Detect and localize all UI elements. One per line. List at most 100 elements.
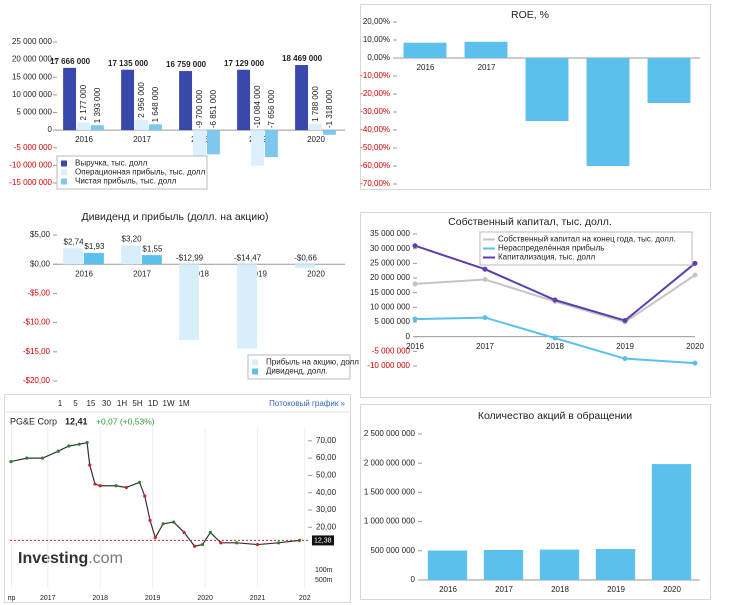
y-tick-label: 0 xyxy=(411,575,416,584)
period-button[interactable]: 1 xyxy=(58,399,63,408)
data-label: 17 666 000 xyxy=(50,57,91,66)
period-button[interactable]: 30 xyxy=(102,399,111,408)
y-tick-label: 25 000 000 xyxy=(12,37,53,46)
y-tick-label: -10,00% xyxy=(360,71,390,80)
candle xyxy=(276,541,281,545)
chart-title: ROE, % xyxy=(511,9,549,21)
legend-swatch xyxy=(61,169,67,176)
x-tick-label: 2021 xyxy=(250,595,266,602)
volume-label: 500m xyxy=(315,577,333,584)
legend-label: Выручка, тыс. долл xyxy=(75,159,148,168)
candle xyxy=(219,541,223,545)
x-tick-label: пр xyxy=(8,595,16,602)
point xyxy=(412,243,418,249)
bar xyxy=(403,42,447,58)
point xyxy=(482,276,488,282)
bar xyxy=(251,130,264,166)
data-label: -1 318 000 xyxy=(325,89,334,128)
y-tick-label: $5,00 xyxy=(30,230,51,239)
y-tick-label: -5 000 000 xyxy=(14,143,53,152)
candle xyxy=(234,541,239,545)
bar xyxy=(651,464,692,580)
period-button[interactable]: 1M xyxy=(178,399,189,408)
y-tick-label: 20 000 000 xyxy=(370,273,411,282)
x-tick-label: 2018 xyxy=(191,269,209,278)
legend-swatch xyxy=(252,359,258,366)
period-button[interactable]: 5H xyxy=(132,399,142,408)
x-tick-label: 2019 xyxy=(616,342,634,351)
candle xyxy=(88,463,92,467)
data-label: -7 656 000 xyxy=(267,89,276,128)
bar xyxy=(148,124,162,131)
stream-link[interactable]: Потоковый график » xyxy=(269,399,345,408)
period-bar: 1 5 15 30 1H 5H 1D 1W 1M xyxy=(58,399,190,408)
point xyxy=(552,335,558,341)
y-tick-label: 5 000 000 xyxy=(374,317,410,326)
period-button[interactable]: 5 xyxy=(73,399,78,408)
candle xyxy=(85,440,89,445)
bar xyxy=(264,130,278,158)
price: 12,41 xyxy=(65,416,88,426)
candle xyxy=(77,442,81,446)
y-tick-label: 0 xyxy=(48,125,53,134)
y-tick-label: 0 xyxy=(406,332,411,341)
candle xyxy=(114,484,118,488)
y-tick-label: -$10,00 xyxy=(23,318,51,327)
last-price-box xyxy=(312,535,334,546)
candle xyxy=(172,520,176,524)
brand-main: Investing xyxy=(18,550,88,567)
bar xyxy=(295,65,309,131)
point xyxy=(552,297,558,303)
data-label: 18 469 000 xyxy=(282,54,323,63)
x-tick-label: 2016 xyxy=(75,269,93,278)
period-button[interactable]: 1H xyxy=(117,399,127,408)
bar xyxy=(322,130,336,135)
last-price-label: 12,38 xyxy=(314,537,332,544)
period-button[interactable]: 15 xyxy=(87,399,96,408)
candle xyxy=(182,530,186,535)
y-tick-label: -$5,00 xyxy=(27,289,50,298)
candle xyxy=(137,480,142,484)
bar xyxy=(121,69,135,131)
point xyxy=(692,360,698,366)
legend-swatch xyxy=(61,178,67,185)
point xyxy=(692,260,698,266)
x-tick-label: 2020 xyxy=(686,342,704,351)
data-label: -$12,99 xyxy=(176,253,204,262)
data-label: $1,55 xyxy=(142,244,163,253)
x-tick-label: 2017 xyxy=(133,269,151,278)
candle xyxy=(25,456,29,460)
panel xyxy=(360,4,711,190)
y-tick-label: -10 000 000 xyxy=(9,160,52,169)
bar xyxy=(427,550,468,580)
legend-label: Нераспределённая прибыль xyxy=(498,244,604,253)
period-button[interactable]: 1D xyxy=(148,399,158,408)
x-tick-label: 2017 xyxy=(133,135,151,144)
x-tick-label: 2020 xyxy=(197,595,213,602)
x-tick-label: 202 xyxy=(299,595,311,602)
point xyxy=(622,318,628,324)
y-tick-label: 30 000 000 xyxy=(370,244,411,253)
x-tick-label: 2018 xyxy=(92,595,108,602)
y-tick-label: 2 000 000 000 xyxy=(364,458,416,467)
data-label: 17 135 000 xyxy=(108,59,149,68)
data-label: 1 393 000 xyxy=(93,87,102,123)
x-tick-label: 2017 xyxy=(478,63,496,72)
x-tick-label: 2016 xyxy=(75,135,93,144)
bar xyxy=(90,125,104,131)
x-tick-label: 2019 xyxy=(145,595,161,602)
data-label: $1,93 xyxy=(84,242,105,251)
y-tick-label: 20,00 xyxy=(316,522,337,531)
bar xyxy=(237,264,257,349)
point xyxy=(482,266,488,272)
bar xyxy=(295,264,315,269)
y-tick-label: 5 000 000 xyxy=(16,108,52,117)
y-tick-label: 30,00 xyxy=(316,505,337,514)
period-button[interactable]: 1W xyxy=(163,399,175,408)
data-label: -$0,66 xyxy=(294,253,317,262)
x-tick-label: 2016 xyxy=(417,63,435,72)
x-tick-label: 2019 xyxy=(249,269,267,278)
bar xyxy=(237,69,251,131)
x-tick-label: 2020 xyxy=(307,269,325,278)
